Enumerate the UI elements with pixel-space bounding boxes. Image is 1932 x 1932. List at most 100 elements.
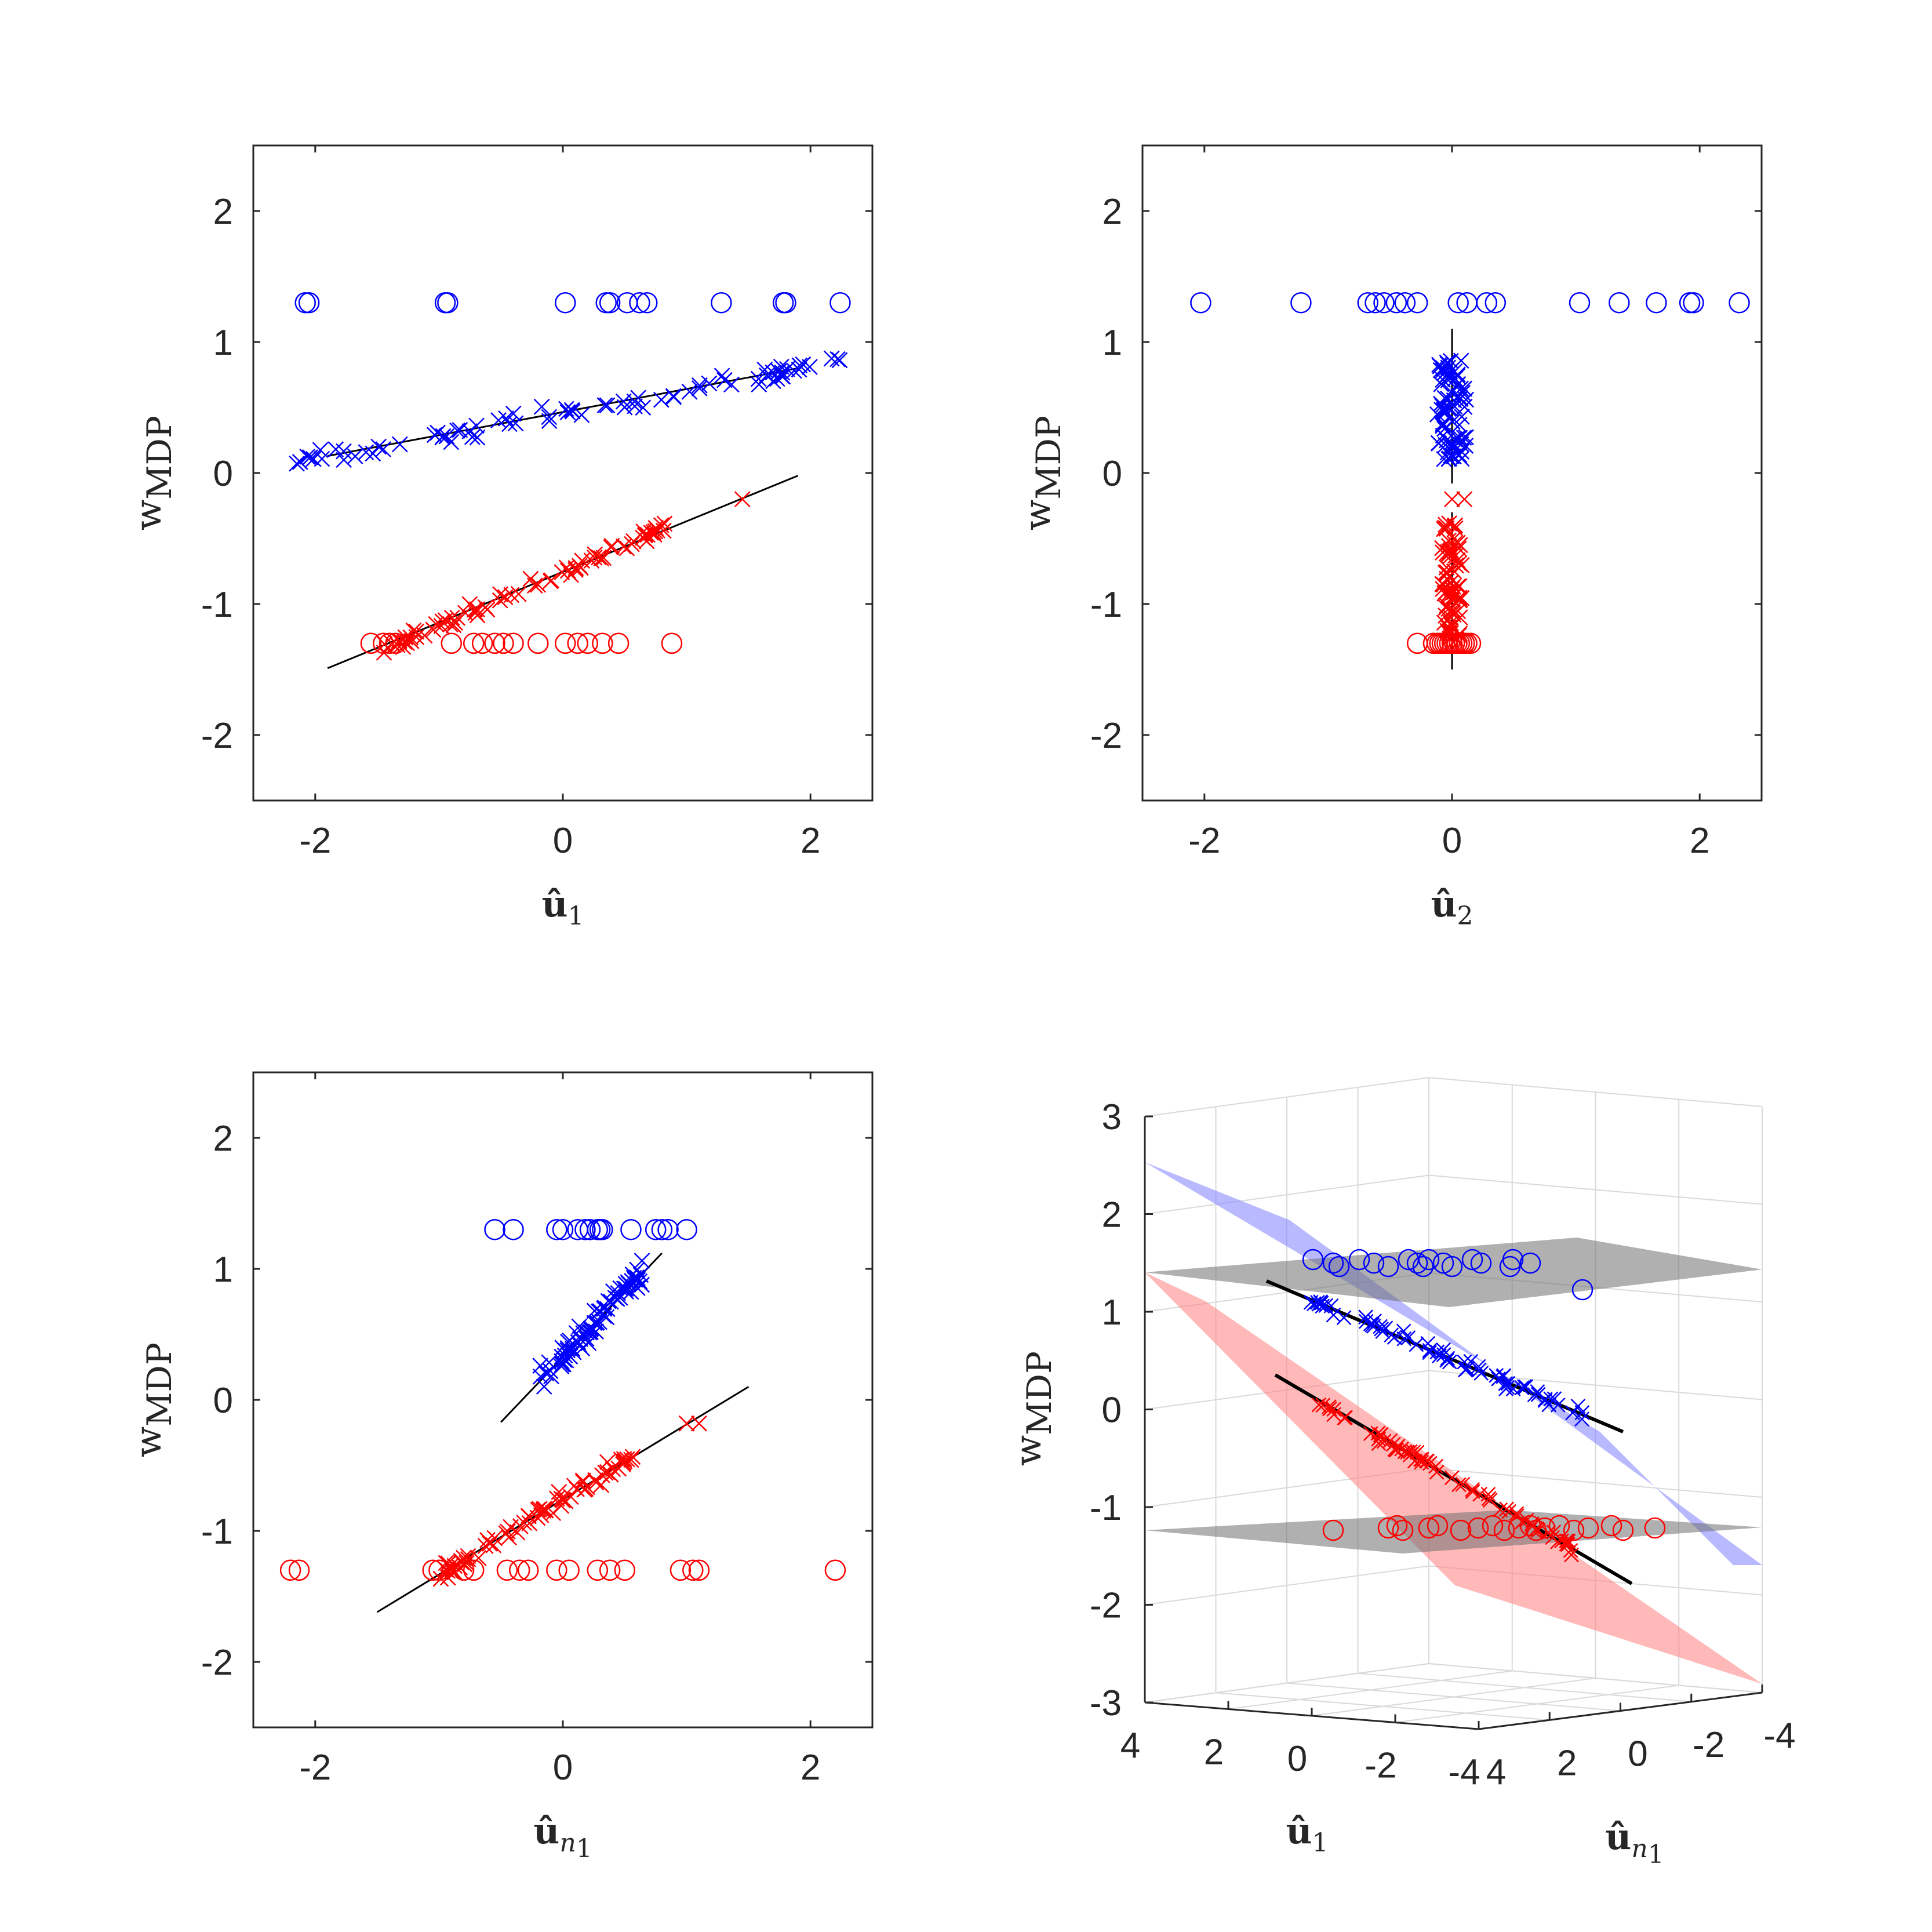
z-axis-label: wMDP: [1007, 1351, 1059, 1466]
circle-point: [1418, 1249, 1440, 1271]
cross-point: [1498, 1381, 1514, 1396]
grid-line: [1144, 1174, 1429, 1215]
cross-point: [492, 586, 508, 603]
circle-point: [670, 1559, 692, 1581]
z-tick-label: -2: [1090, 1586, 1122, 1626]
cross-point: [486, 1530, 503, 1547]
cross-point: [829, 351, 846, 368]
cross-point: [498, 410, 514, 427]
cross-point: [734, 491, 751, 508]
circle-point: [1377, 1256, 1399, 1278]
cross-point: [597, 1464, 614, 1481]
cross-point: [558, 401, 574, 417]
cross-point: [1545, 1530, 1560, 1545]
z-tick-label: -3: [1090, 1683, 1122, 1723]
circle-point: [527, 632, 549, 654]
circle-point: [517, 1559, 539, 1581]
cross-point: [538, 1365, 554, 1382]
cross-point: [1403, 1444, 1418, 1460]
cross-point: [596, 1300, 613, 1316]
y-tick-label: 1: [213, 1250, 233, 1290]
circle-point: [1328, 1256, 1350, 1278]
cross-point: [756, 361, 773, 378]
cross-point: [1437, 584, 1454, 601]
y-tick-label: 2: [213, 192, 233, 232]
circle-point: [1644, 1517, 1666, 1539]
y-tick-label: 0: [213, 454, 233, 494]
cross-point: [347, 448, 363, 464]
circle-point: [1322, 1519, 1344, 1541]
circle-point: [294, 292, 316, 314]
cross-point: [610, 1285, 627, 1301]
cross-point: [1574, 1405, 1590, 1420]
cross-point: [510, 585, 527, 602]
u1-tick-label: 0: [1287, 1739, 1307, 1779]
cross-point: [299, 448, 316, 465]
y-tick-label: -1: [201, 585, 233, 625]
cross-point: [1453, 380, 1469, 397]
circle-point: [298, 292, 320, 314]
cross-point: [1496, 1369, 1511, 1384]
circle-point: [1519, 1515, 1541, 1537]
y-tick-label: -2: [201, 716, 233, 756]
y-tick-label: -2: [201, 1643, 233, 1683]
cross-point: [452, 421, 468, 438]
cross-point: [1459, 1361, 1475, 1377]
cross-point: [1366, 1319, 1381, 1334]
cross-point: [376, 636, 393, 653]
x-axis-label: û1: [541, 883, 584, 931]
circle-point: [1302, 1249, 1324, 1271]
x-tick-label: 0: [1442, 821, 1462, 861]
cross-point: [497, 589, 514, 606]
cross-point: [521, 1515, 538, 1531]
cross-point: [1439, 354, 1456, 371]
cross-point: [365, 445, 381, 462]
circle-point: [651, 1218, 673, 1240]
cross-point: [774, 368, 791, 385]
cross-point: [1311, 1296, 1327, 1312]
circle-point: [599, 1559, 621, 1581]
cross-point: [435, 428, 452, 445]
cross-point: [678, 1415, 695, 1432]
cross-point: [437, 612, 454, 629]
cross-point: [624, 1449, 641, 1465]
cross-point: [1326, 1307, 1341, 1323]
cross-point: [522, 570, 539, 587]
circle-point: [360, 632, 382, 654]
circle-point: [1609, 292, 1630, 314]
circle-point: [288, 1559, 310, 1581]
cross-point: [562, 1348, 578, 1365]
cross-point: [1446, 518, 1462, 534]
grid-line: [1144, 1077, 1429, 1117]
cross-point: [639, 526, 656, 543]
cross-point: [557, 1493, 574, 1509]
cross-point: [1433, 395, 1449, 412]
cross-point: [1449, 430, 1466, 446]
y-axis-label: wMDP: [127, 1342, 179, 1457]
circle-point: [1357, 292, 1379, 314]
cross-point: [653, 391, 670, 408]
gray-plane-upper: [1145, 1238, 1762, 1307]
cross-point: [655, 522, 672, 539]
cross-point: [1321, 1399, 1337, 1414]
subplot-3: -2 0 2 -2 -1 0 1 2 ûn1 wMDP: [127, 1071, 874, 1864]
circle-point: [1683, 292, 1704, 314]
circle-point: [688, 1559, 710, 1581]
cross-point: [559, 404, 576, 421]
circle-point: [1729, 292, 1750, 314]
cross-point: [1396, 1323, 1411, 1339]
circle-point: [1502, 1249, 1524, 1271]
cross-point: [1322, 1401, 1337, 1417]
cross-point: [1471, 1362, 1487, 1378]
cross-point: [1570, 1398, 1586, 1414]
circle-point: [496, 1559, 518, 1581]
y-axis-label: wMDP: [127, 416, 179, 530]
planes: [1145, 1162, 1762, 1684]
cross-point: [328, 441, 344, 457]
cross-point: [645, 524, 662, 541]
u1-axis-label: û1: [1286, 1810, 1328, 1858]
cross-point: [1385, 1436, 1401, 1452]
cross-point: [618, 540, 635, 556]
x-axis-label: û2: [1431, 883, 1473, 931]
cross-point: [440, 1555, 457, 1572]
